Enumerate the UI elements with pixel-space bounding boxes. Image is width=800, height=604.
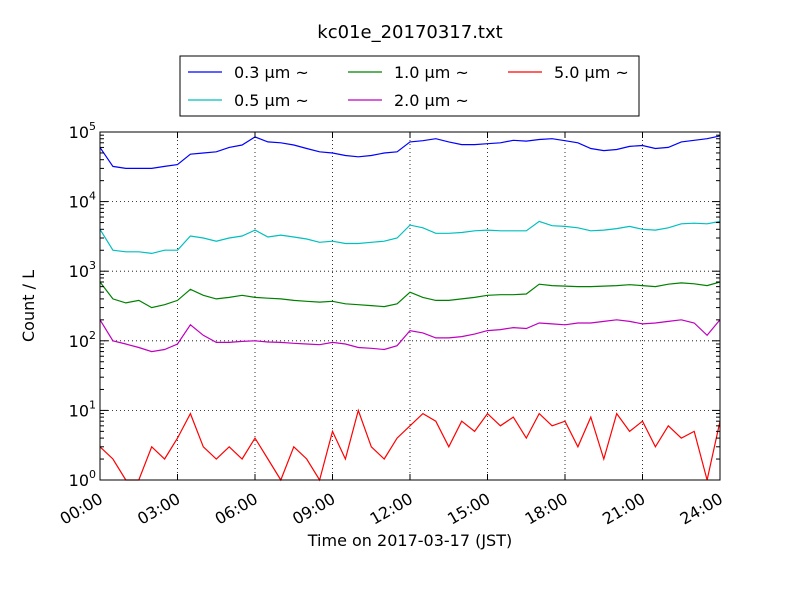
plot-frame xyxy=(99,131,721,481)
grid xyxy=(100,132,720,480)
y-tick-label: 101 xyxy=(69,398,96,420)
legend-frame xyxy=(179,55,640,117)
series-line-3 xyxy=(99,319,721,353)
y-tick-label: 104 xyxy=(69,190,96,212)
x-tick-label: 18:00 xyxy=(522,489,571,529)
x-tick-label: 12:00 xyxy=(367,489,416,529)
y-tick-label: 103 xyxy=(69,259,96,281)
x-tick-label: 15:00 xyxy=(444,489,493,529)
legend-label-3: 2.0 μm ~ xyxy=(394,91,469,110)
series-layer xyxy=(99,135,721,482)
ticks-layer: 00:00 03:00 06:00 09:00 12:00 15:00 18:00 21:00… xyxy=(57,120,726,529)
y-tick-label: 105 xyxy=(69,120,96,142)
x-axis-label: Time on 2017-03-17 (JST) xyxy=(307,531,512,550)
series-line-1 xyxy=(99,220,721,255)
x-tick-label: 00:00 xyxy=(57,489,106,529)
legend-label-4: 5.0 μm ~ xyxy=(554,63,629,82)
legend-label-2: 1.0 μm ~ xyxy=(394,63,469,82)
x-tick-label: 03:00 xyxy=(134,489,183,529)
series-line-4 xyxy=(99,408,721,482)
y-axis-label: Count / L xyxy=(19,270,38,342)
legend: 0.3 μm ~ 0.5 μm ~ 1.0 μm ~ 2.0 μm ~ 5.0 μm ~ xyxy=(179,55,640,117)
x-tick-label: 06:00 xyxy=(212,489,261,529)
series-line-0 xyxy=(99,135,721,169)
x-tick-label: 21:00 xyxy=(599,489,648,529)
legend-label-1: 0.5 μm ~ xyxy=(234,91,309,110)
legend-label-0: 0.3 μm ~ xyxy=(234,63,309,82)
chart-title: kc01e_20170317.txt xyxy=(317,22,502,43)
x-tick-label: 24:00 xyxy=(677,489,726,529)
x-tick-label: 09:00 xyxy=(289,489,338,529)
y-tick-label: 100 xyxy=(69,468,96,490)
y-tick-label: 102 xyxy=(69,329,96,351)
series-line-2 xyxy=(99,281,721,309)
